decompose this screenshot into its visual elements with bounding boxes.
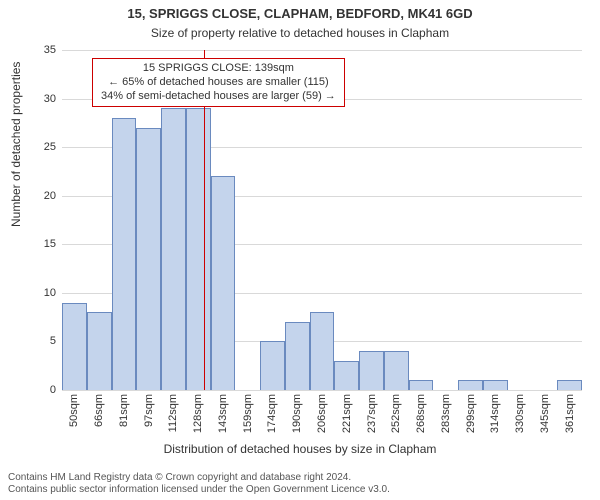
x-tick-label: 299sqm [465, 394, 477, 433]
y-tick-label: 30 [44, 93, 56, 105]
x-tick-label: 128sqm [192, 394, 204, 433]
x-tick-label: 268sqm [415, 394, 427, 433]
x-tick-label: 159sqm [242, 394, 254, 433]
y-tick-label: 5 [50, 335, 56, 347]
chart-subtitle: Size of property relative to detached ho… [0, 26, 600, 40]
x-tick-label: 66sqm [93, 394, 105, 427]
footer-line: Contains HM Land Registry data © Crown c… [8, 472, 390, 484]
plot-area: 15 SPRIGGS CLOSE: 139sqm ← 65% of detach… [62, 50, 582, 390]
x-axis-label: Distribution of detached houses by size … [0, 442, 600, 456]
y-axis-label: Number of detached properties [9, 211, 23, 227]
x-tick-label: 174sqm [266, 394, 278, 433]
footer: Contains HM Land Registry data © Crown c… [8, 472, 390, 496]
x-tick-label: 221sqm [341, 394, 353, 433]
bar [483, 380, 508, 390]
bar [87, 312, 112, 390]
x-tick-label: 50sqm [68, 394, 80, 427]
x-tick-label: 143sqm [217, 394, 229, 433]
x-tick-label: 190sqm [291, 394, 303, 433]
x-tick-label: 112sqm [167, 394, 179, 432]
x-tick-label: 252sqm [390, 394, 402, 433]
grid-line [62, 50, 582, 51]
bar [458, 380, 483, 390]
x-tick-label: 81sqm [118, 394, 130, 427]
y-tick-label: 15 [44, 238, 56, 250]
bar [161, 108, 186, 390]
bar [409, 380, 434, 390]
annotation-line: ← 65% of detached houses are smaller (11… [101, 76, 336, 90]
bar [334, 361, 359, 390]
bar [112, 118, 137, 390]
footer-line: Contains public sector information licen… [8, 484, 390, 496]
bar [359, 351, 384, 390]
grid-line [62, 390, 582, 391]
y-tick-label: 25 [44, 141, 56, 153]
bar [62, 303, 87, 390]
x-tick-label: 237sqm [366, 394, 378, 433]
bar [285, 322, 310, 390]
bar [186, 108, 211, 390]
y-tick-label: 10 [44, 287, 56, 299]
bar [260, 341, 285, 390]
annotation-box: 15 SPRIGGS CLOSE: 139sqm ← 65% of detach… [92, 58, 345, 107]
annotation-line: 34% of semi-detached houses are larger (… [101, 90, 336, 104]
bar [211, 176, 236, 390]
y-tick-label: 0 [50, 384, 56, 396]
x-tick-label: 97sqm [143, 394, 155, 427]
x-tick-label: 314sqm [489, 394, 501, 433]
bar [310, 312, 335, 390]
x-tick-label: 330sqm [514, 394, 526, 433]
y-tick-label: 35 [44, 44, 56, 56]
chart-container: 15, SPRIGGS CLOSE, CLAPHAM, BEDFORD, MK4… [0, 0, 600, 500]
y-tick-label: 20 [44, 190, 56, 202]
annotation-line: 15 SPRIGGS CLOSE: 139sqm [101, 62, 336, 76]
bar [557, 380, 582, 390]
x-tick-label: 283sqm [440, 394, 452, 433]
chart-title: 15, SPRIGGS CLOSE, CLAPHAM, BEDFORD, MK4… [0, 6, 600, 21]
x-tick-label: 345sqm [539, 394, 551, 433]
x-tick-label: 361sqm [564, 394, 576, 433]
bar [136, 128, 161, 390]
x-tick-label: 206sqm [316, 394, 328, 433]
bar [384, 351, 409, 390]
